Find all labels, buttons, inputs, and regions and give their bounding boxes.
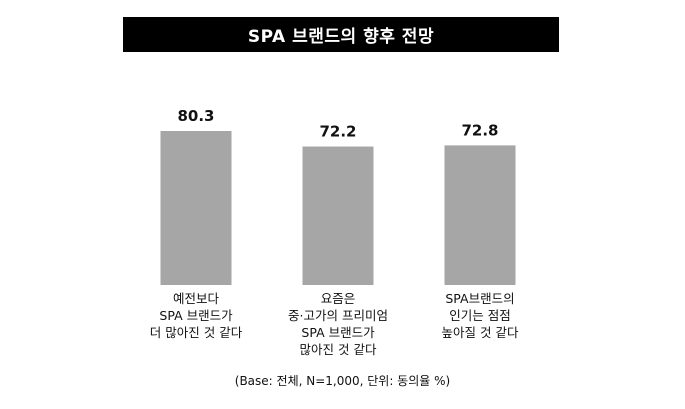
chart-title: SPA 브랜드의 향후 전망	[123, 17, 559, 52]
category-label-line: SPA 브랜드가	[159, 308, 233, 323]
category-label-line: 요즘은	[320, 291, 356, 306]
category-label-line: SPA 브랜드가	[301, 325, 375, 340]
value-label-3: 72.8	[461, 121, 498, 139]
bar-1	[160, 131, 232, 285]
category-label-1: 예전보다 SPA 브랜드가 더 많아진 것 같다	[121, 290, 271, 341]
footnote: (Base: 전체, N=1,000, 단위: 동의율 %)	[234, 374, 451, 388]
value-label-1: 80.3	[177, 107, 214, 125]
bar-3	[444, 145, 516, 285]
category-label-line: 높아질 것 같다	[441, 325, 519, 340]
bar-2	[302, 146, 374, 285]
category-label-line: 예전보다	[172, 291, 219, 306]
category-label-2: 요즘은 중·고가의 프리미엄 SPA 브랜드가 많아진 것 같다	[263, 290, 413, 358]
category-label-line: 인기는 점점	[449, 308, 511, 323]
category-label-line: 더 많아진 것 같다	[149, 325, 243, 340]
category-label-3: SPA브랜드의 인기는 점점 높아질 것 같다	[405, 290, 555, 341]
category-label-line: 많아진 것 같다	[299, 342, 377, 357]
value-label-2: 72.2	[319, 123, 356, 141]
category-label-line: SPA브랜드의	[445, 291, 515, 306]
category-label-line: 중·고가의 프리미엄	[288, 308, 388, 323]
